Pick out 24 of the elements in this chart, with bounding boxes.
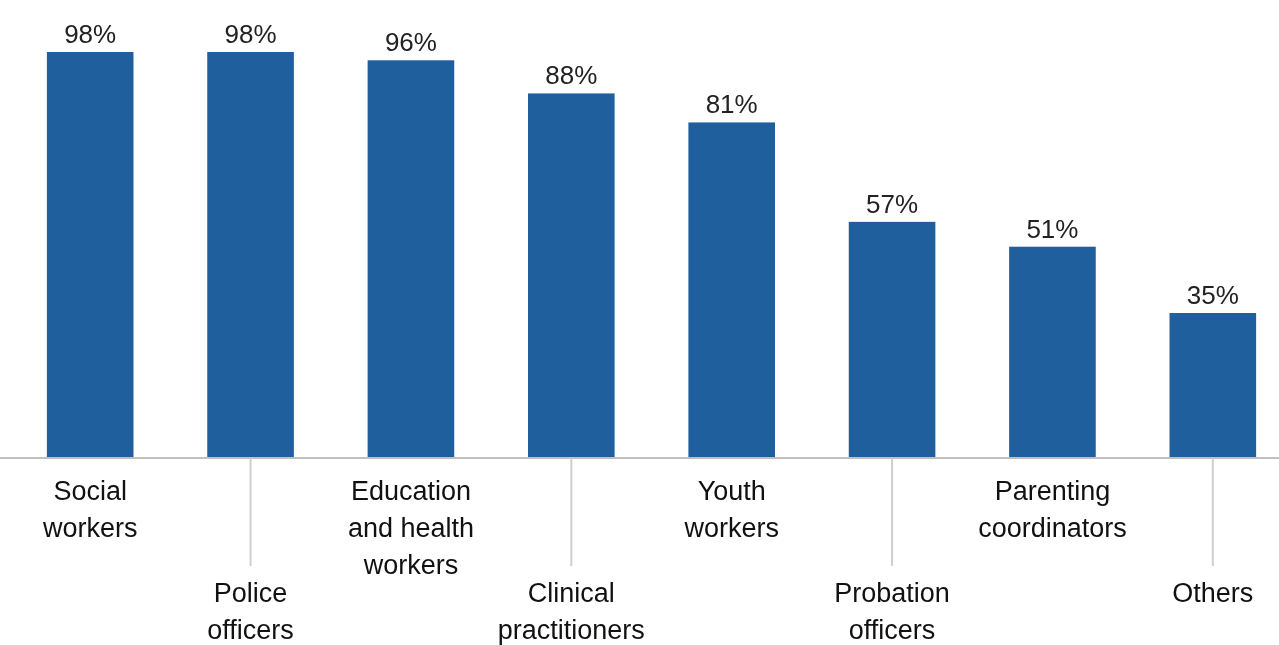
x-tick-label: Parenting coordinators <box>978 476 1127 543</box>
x-tick-label: Clinical practitioners <box>497 578 645 645</box>
x-tick-label: Probation officers <box>834 578 950 645</box>
x-tick-label: Police officers <box>207 578 294 645</box>
x-tick-label: Social workers <box>41 476 138 543</box>
bar <box>1169 313 1257 458</box>
data-label: 51% <box>1026 213 1079 244</box>
bar <box>688 122 775 458</box>
x-tick-label: Education and health workers <box>347 476 474 580</box>
data-label: 98% <box>64 19 117 49</box>
data-label: 57% <box>866 188 919 219</box>
bar <box>207 52 294 458</box>
bar <box>46 52 134 458</box>
data-label: 88% <box>545 60 598 91</box>
data-label: 96% <box>384 27 437 58</box>
bar <box>1009 246 1096 458</box>
data-label: 98% <box>224 19 277 49</box>
bar <box>367 60 455 458</box>
bar <box>848 221 936 458</box>
data-label: 35% <box>1186 280 1239 310</box>
x-tick-label: Others <box>1172 578 1254 608</box>
bar <box>528 93 615 458</box>
x-tick-label: Youth workers <box>683 476 779 543</box>
data-label: 81% <box>705 89 758 120</box>
